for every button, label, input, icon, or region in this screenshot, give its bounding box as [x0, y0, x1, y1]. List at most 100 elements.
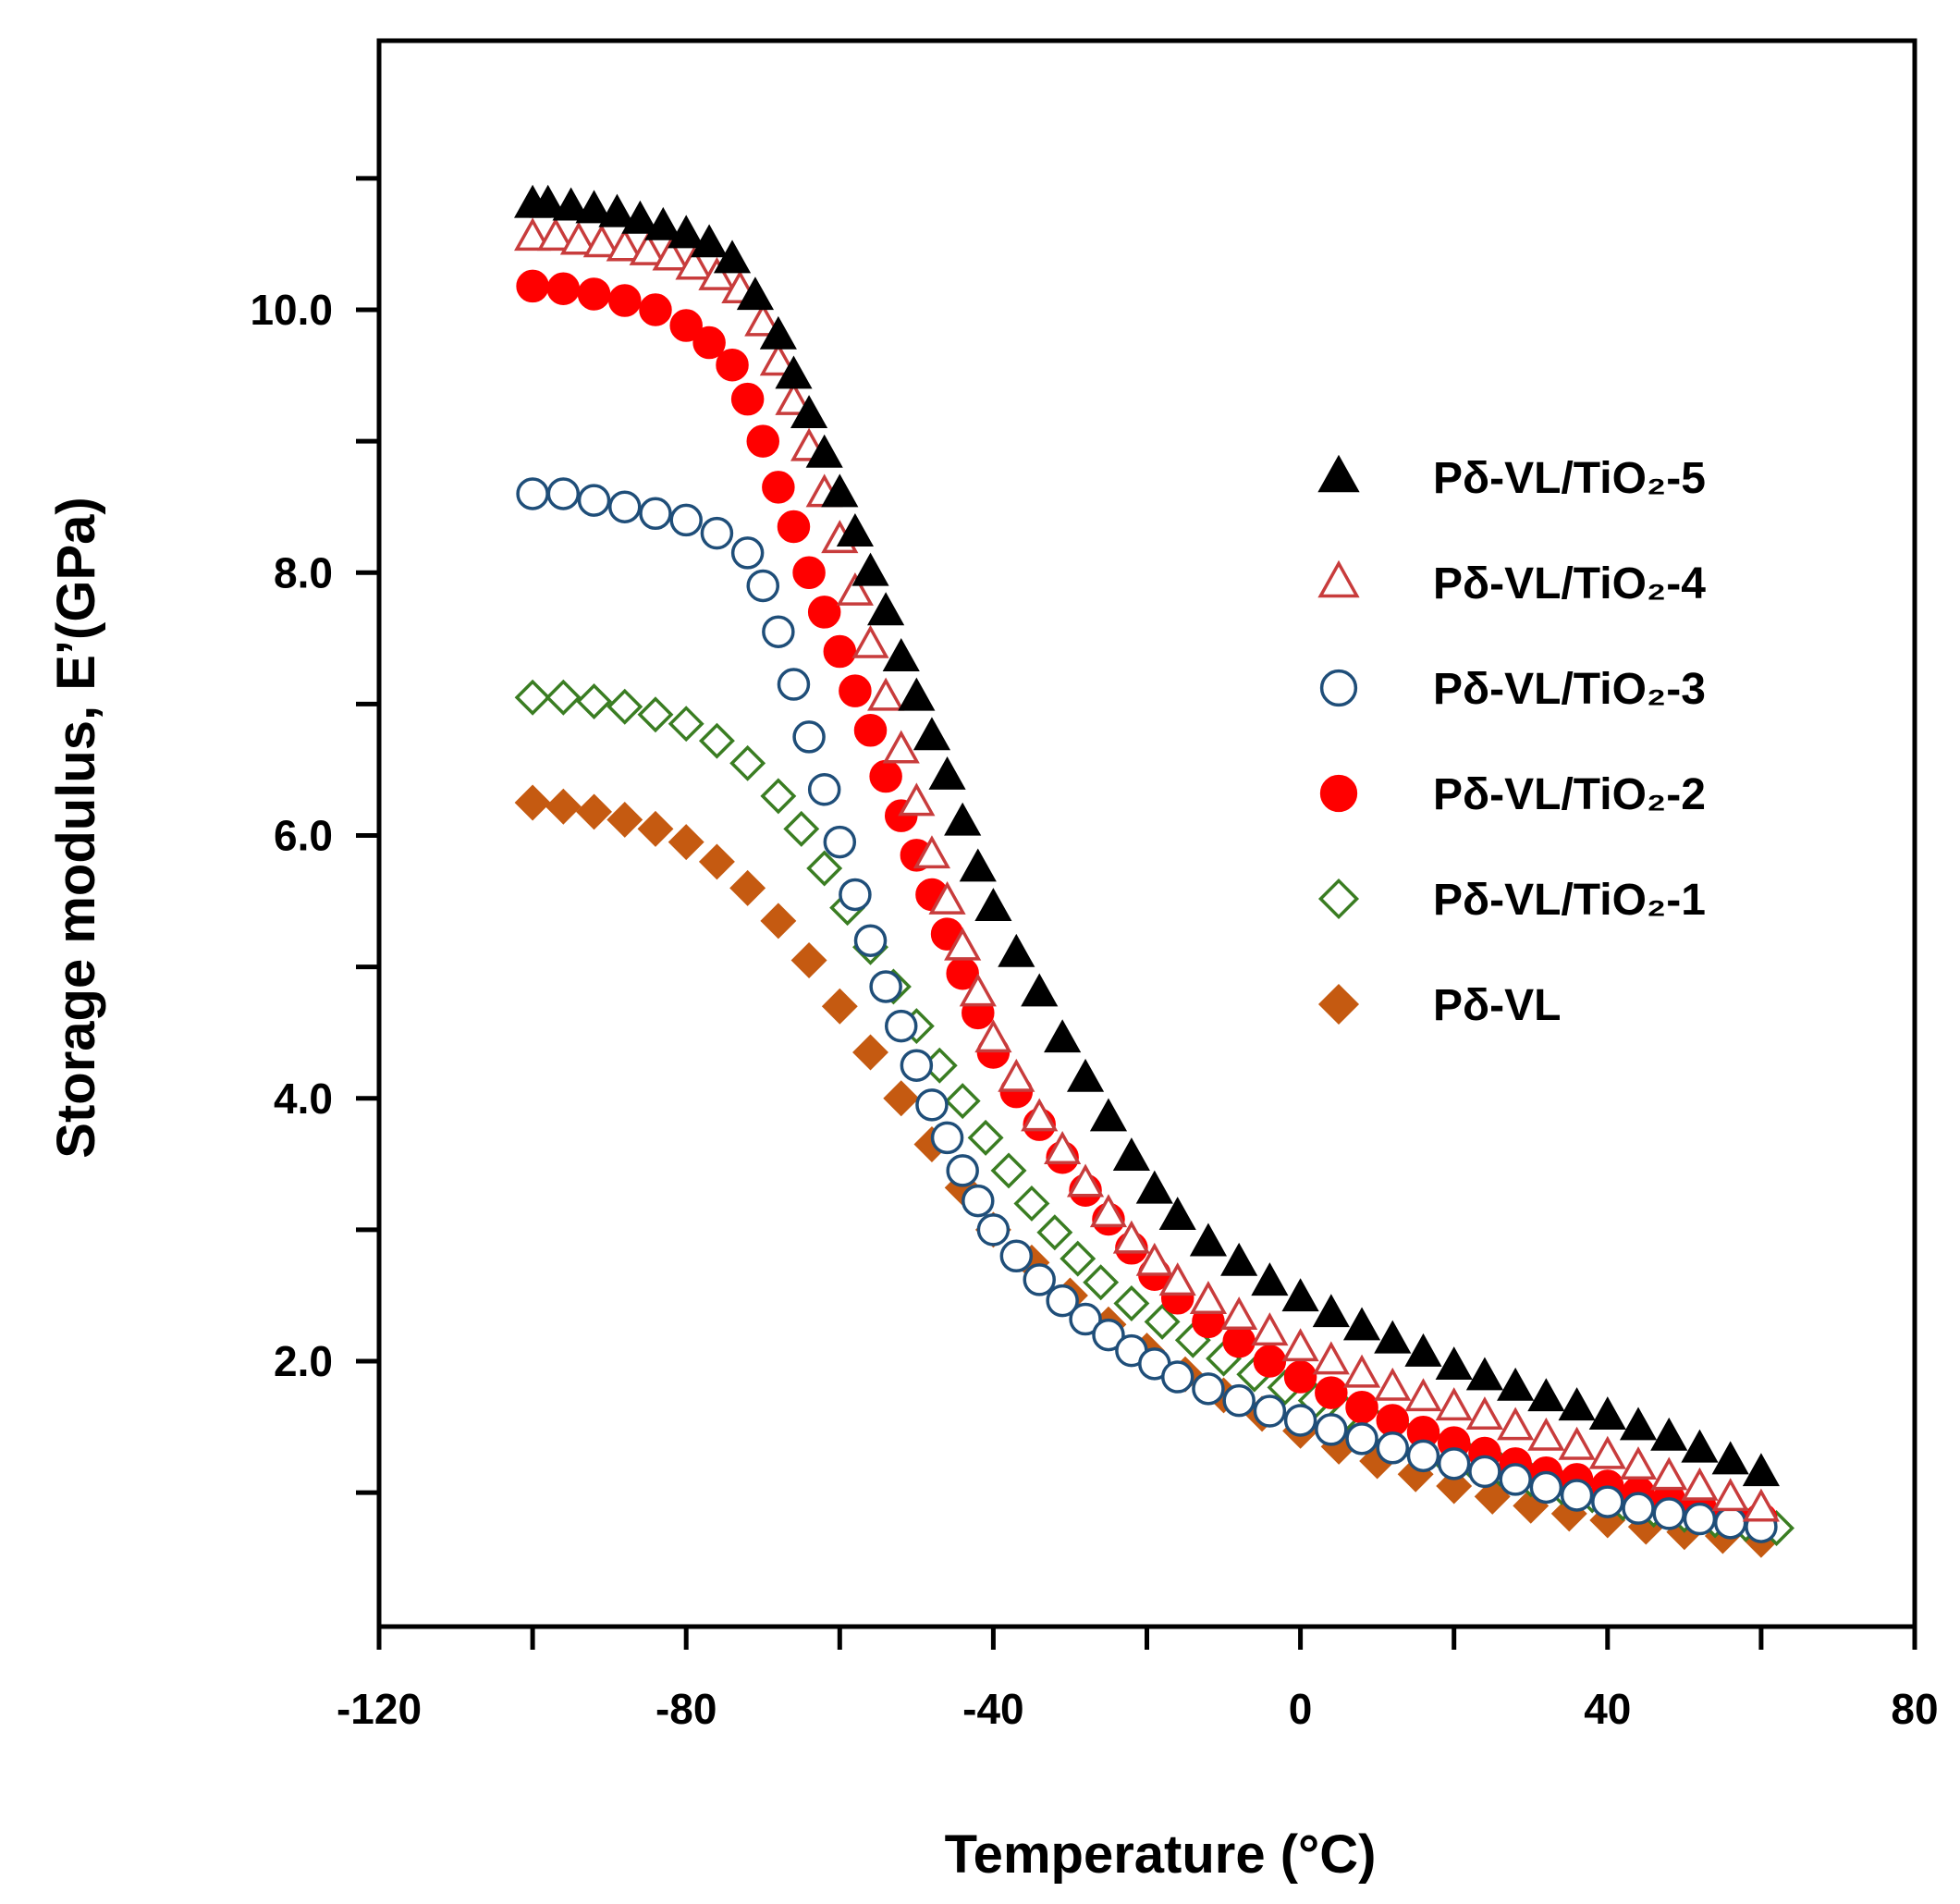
data-point — [668, 824, 704, 861]
data-point — [1135, 1170, 1173, 1204]
data-point — [1220, 1242, 1258, 1276]
data-point — [1158, 1197, 1196, 1231]
data-point — [807, 773, 841, 806]
y-tick-label: 8.0 — [274, 548, 333, 596]
data-point — [1253, 1394, 1287, 1428]
data-point — [976, 1213, 1011, 1247]
data-point — [736, 276, 775, 311]
legend-marker — [1317, 454, 1360, 493]
data-point — [536, 217, 575, 252]
data-point — [1681, 1467, 1719, 1501]
data-point — [1499, 1463, 1532, 1496]
data-point — [1189, 1222, 1228, 1257]
data-point — [974, 888, 1012, 922]
y-axis: 2.0 4.0 6.0 8.0 10.0 — [250, 176, 379, 1495]
legend-marker — [1319, 669, 1358, 707]
data-point — [1253, 1345, 1287, 1378]
data-point — [1060, 1240, 1096, 1277]
data-point — [639, 497, 672, 531]
data-point — [930, 1121, 964, 1155]
data-point — [882, 730, 920, 764]
data-point — [852, 1034, 888, 1071]
data-point — [668, 215, 705, 249]
data-point — [823, 634, 857, 669]
data-point — [577, 484, 611, 517]
data-point — [668, 706, 704, 743]
data-point — [698, 722, 735, 759]
data-point — [999, 1239, 1034, 1273]
data-point — [1376, 1404, 1410, 1437]
y-tick-label: 4.0 — [274, 1075, 333, 1123]
y-tick-label: 2.0 — [274, 1337, 333, 1385]
data-point — [998, 933, 1035, 967]
data-point — [1112, 1137, 1150, 1172]
data-point — [944, 1083, 981, 1120]
data-point — [729, 744, 766, 781]
data-point — [775, 355, 813, 389]
data-point — [514, 679, 551, 716]
data-point — [805, 434, 843, 468]
data-point — [730, 536, 765, 570]
data-point — [990, 1152, 1027, 1189]
data-point — [1435, 1387, 1473, 1421]
data-point — [1404, 1378, 1442, 1412]
data-point — [821, 988, 858, 1025]
data-point — [1474, 1478, 1511, 1515]
data-point — [959, 973, 997, 1007]
data-point — [1619, 1446, 1658, 1480]
data-point — [1468, 1455, 1501, 1489]
data-point — [792, 720, 826, 754]
data-point — [913, 717, 951, 751]
data-point — [1315, 1413, 1348, 1446]
data-point — [867, 677, 905, 711]
x-tick-label: -80 — [655, 1685, 717, 1733]
data-point — [1406, 1439, 1440, 1473]
data-point — [545, 788, 582, 825]
data-point — [790, 942, 827, 978]
data-point — [582, 224, 620, 258]
data-point — [1497, 1367, 1535, 1401]
x-tick-label: 80 — [1891, 1685, 1938, 1733]
data-point — [823, 825, 857, 859]
data-point — [1742, 1453, 1780, 1487]
data-point — [1013, 1185, 1050, 1222]
data-point — [807, 596, 841, 629]
data-point — [869, 970, 902, 1003]
data-point — [652, 237, 690, 271]
data-point — [1497, 1407, 1535, 1441]
x-tick-label: 40 — [1584, 1685, 1631, 1733]
data-point — [1160, 1360, 1194, 1394]
data-point — [729, 869, 766, 906]
y-tick-label: 6.0 — [274, 812, 333, 860]
data-point — [644, 206, 682, 240]
data-point — [1435, 1346, 1473, 1381]
data-point — [516, 269, 549, 303]
data-point — [575, 190, 613, 224]
data-point — [637, 810, 674, 847]
data-point — [669, 503, 703, 537]
data-point — [576, 683, 613, 720]
data-point — [777, 510, 811, 544]
data-point — [1558, 1426, 1596, 1460]
data-point — [839, 674, 872, 707]
data-point — [1251, 1262, 1289, 1296]
data-point — [559, 221, 598, 255]
data-point — [606, 688, 643, 725]
data-point — [1283, 1360, 1317, 1394]
data-point — [1374, 1367, 1412, 1401]
data-point — [1044, 1019, 1082, 1053]
series-1 — [514, 184, 1780, 1487]
data-point — [1652, 1497, 1685, 1530]
legend-label: Pδ-VL/TiO₂-2 — [1433, 770, 1706, 819]
plot-frame — [376, 38, 1917, 1629]
data-point — [552, 187, 590, 221]
data-point — [792, 556, 826, 589]
data-point — [1135, 1242, 1173, 1276]
x-tick-label: -120 — [337, 1685, 422, 1733]
data-point — [1066, 1163, 1105, 1198]
data-point — [1619, 1407, 1658, 1441]
data-point — [759, 342, 797, 376]
data-point — [730, 382, 765, 416]
legend-marker — [1317, 559, 1360, 598]
data-point — [1220, 1296, 1258, 1331]
